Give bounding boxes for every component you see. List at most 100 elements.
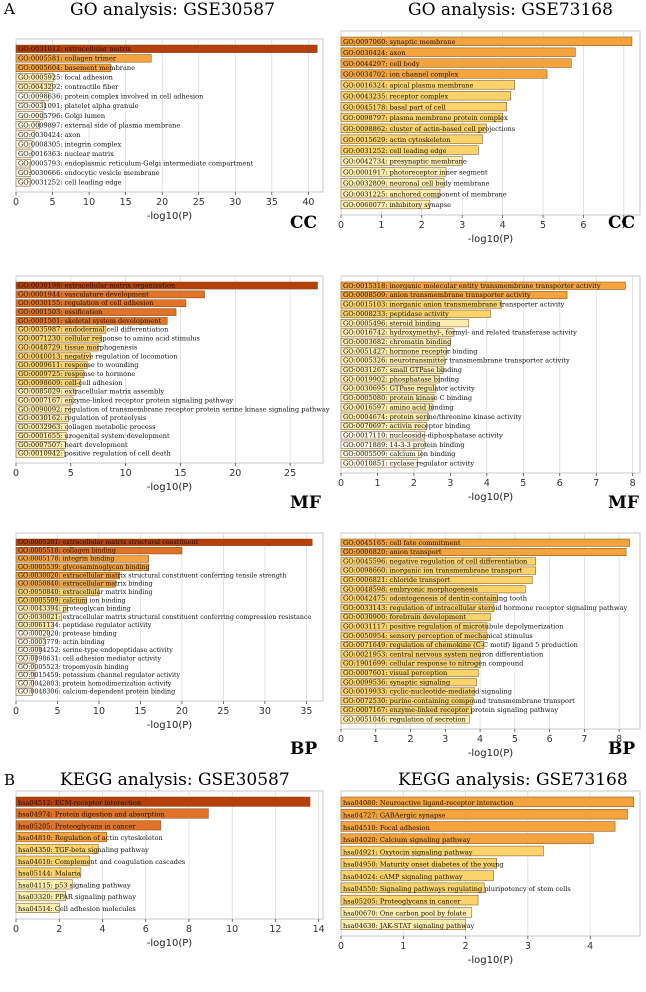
cc-right-bar (340, 80, 515, 90)
mf-left-bar (15, 290, 205, 299)
bp-left-bar (15, 663, 36, 671)
kegg-left-category-label: hsa05144: Malaria (18, 870, 81, 878)
bp-right-category-label: GO:0006820: anion transport (343, 548, 442, 556)
bp-left-tick-label: 15 (134, 706, 146, 717)
kegg-left-category-label: hsa04610: Complement and coagulation cas… (18, 858, 186, 866)
mf-right-tick-label: 3 (447, 478, 453, 489)
mf-left-category-label: GO:0098609: cell-cell adhesion (18, 379, 123, 387)
bp-left-category-label: GO:0048306: calcium-dependent protein bi… (18, 689, 175, 696)
bp-right-category-label: GO:0098660: inorganic ion transmembrane … (343, 567, 523, 575)
kegg-left-tick-label: 10 (226, 924, 238, 935)
mf-left-category-label: GO:0009725: response to hormone (18, 370, 135, 378)
kegg-left-bar (15, 855, 90, 866)
bp-right-tick-label: 3 (442, 734, 448, 745)
kegg-right-bar (340, 796, 635, 808)
mf-right-bar (340, 309, 491, 318)
cc-right-category-label: GO:0031252: cell leading edge (343, 147, 447, 155)
bp-left-bar (15, 621, 54, 630)
bp-right-category-label: GO:0033143: regulation of intracellular … (343, 604, 628, 612)
mf-left-bar (15, 449, 65, 458)
cc-left-category-label: GO:0030424: axon (18, 131, 81, 139)
cc-right-bar (340, 134, 483, 144)
mf-left-bar (15, 334, 102, 343)
bp-right-x-axis-label: -log10(P) (468, 748, 514, 759)
mf-left-bar (15, 432, 67, 440)
kegg-left-bar (15, 820, 162, 831)
mf-right-category-label: GO:0008509: anion transmembrane transpor… (343, 291, 531, 299)
kegg-left-tick-label: 8 (186, 924, 192, 935)
cc-left-tick-label: 40 (302, 197, 314, 208)
cc-left-bar (15, 54, 152, 63)
cc-left-category-label: GO:0008305: integrin complex (18, 140, 121, 148)
bp-left-category-label: GO:0005509: calcium ion binding (18, 597, 126, 604)
cc-left-bar (15, 92, 50, 101)
cc-right-bar (340, 145, 479, 155)
bp-left-bar (15, 613, 62, 621)
mf-right-tick-label: 7 (593, 478, 599, 489)
kegg-right-tick-label: 2 (463, 941, 469, 952)
cc-right-category-label: GO:0034702: ion channel complex (343, 71, 459, 79)
mf-left-bar (15, 326, 107, 334)
bp-right-bar (340, 668, 479, 677)
bp-left-category-label: GO:0030020: extracellular matrix structu… (18, 572, 286, 579)
bp-left-bar (15, 555, 150, 563)
bp-left-bar (15, 646, 42, 655)
bp-left-bar (15, 671, 35, 679)
mf-right-tick-label: 1 (374, 478, 380, 489)
cc-right-tick-label: 6 (580, 220, 586, 231)
bp-left-bar (15, 572, 120, 580)
kegg-left-bar (15, 808, 209, 819)
mf-left-category-label: GO:0001655: urogenital system developmen… (18, 432, 170, 440)
cc-right-category-label: GO:0043235: receptor complex (343, 92, 448, 100)
bp-right-bar (340, 566, 536, 575)
mf-right-bar (340, 356, 446, 365)
bp-right-category-label: GO:0021953: central nervous system neuro… (343, 650, 544, 658)
mf-left-bar (15, 308, 177, 316)
kegg-right-bar (340, 882, 485, 893)
bp-right-bar (340, 631, 488, 640)
mf-left-tick-label: 25 (284, 468, 296, 479)
bp-left-bar (15, 547, 183, 555)
bp-left-category-label: GO:0015459: potassium channel regulator … (18, 672, 181, 679)
mf-right-bar (340, 384, 437, 393)
go-left-title: GO analysis: GSE30587 (70, 0, 275, 20)
bp-right-bar (340, 641, 484, 649)
cc-left-x-axis-label: -log10(P) (147, 211, 193, 222)
cc-left-category-label: GO:0016363: nuclear matrix (18, 150, 114, 158)
bp-left-category-label: GO:0030021: extracellular matrix structu… (18, 614, 311, 621)
kegg-right-category-label: hsa00670: One carbon pool by folate (343, 910, 466, 918)
bp-right-bar (340, 603, 495, 612)
bp-right-ontology-label: BP (608, 739, 635, 759)
bp-right-category-label: GO:0007167: enzyme-linked receptor prote… (343, 706, 558, 714)
mf-right-bar (340, 337, 451, 346)
mf-left-ontology-label: MF (290, 493, 321, 513)
mf-right-plot-frame (340, 275, 641, 474)
bp-right-category-label: GO:0050954: sensory perception of mechan… (343, 632, 533, 640)
bp-right-plot-frame (340, 532, 641, 730)
kegg-left-bar (15, 902, 60, 913)
mf-right-category-label: GO:0003682: chromatin binding (343, 338, 452, 346)
mf-left-bar (15, 370, 85, 378)
bp-left-category-label: GO:0003779: actin binding (18, 639, 105, 646)
cc-right-bar (340, 112, 503, 123)
cc-left-bar (15, 111, 44, 120)
mf-right-category-label: GO:0016742: hydroxymethyl-, formyl- and … (343, 329, 577, 337)
cc-left-tick-label: 25 (193, 197, 205, 208)
bp-right-bar (340, 622, 488, 631)
mf-right-bar (340, 291, 568, 300)
mf-right-bar (340, 300, 502, 309)
bp-right-category-label: GO:0048598: embryonic morphogenesis (343, 585, 479, 593)
cc-right-category-label: GO:0045178: basal part of cell (343, 103, 446, 111)
kegg-right-bar (340, 907, 473, 918)
cc-right-category-label: GO:0042734: presynaptic membrane (343, 158, 467, 166)
kegg-left-tick-label: 6 (143, 924, 149, 935)
bp-right-bar (340, 613, 491, 622)
bp-right-category-label: GO:0006821: chloride transport (343, 576, 451, 584)
bp-left-category-label: GO:0061134: peptidase regulator activity (18, 622, 152, 629)
mf-left-bar (15, 414, 69, 423)
bp-right-tick-label: 2 (408, 734, 414, 745)
cc-left-tick-label: 15 (120, 197, 132, 208)
cc-left-tick-label: 5 (50, 197, 56, 208)
bp-left-bar (15, 680, 34, 688)
mf-right-tick-label: 0 (338, 478, 344, 489)
